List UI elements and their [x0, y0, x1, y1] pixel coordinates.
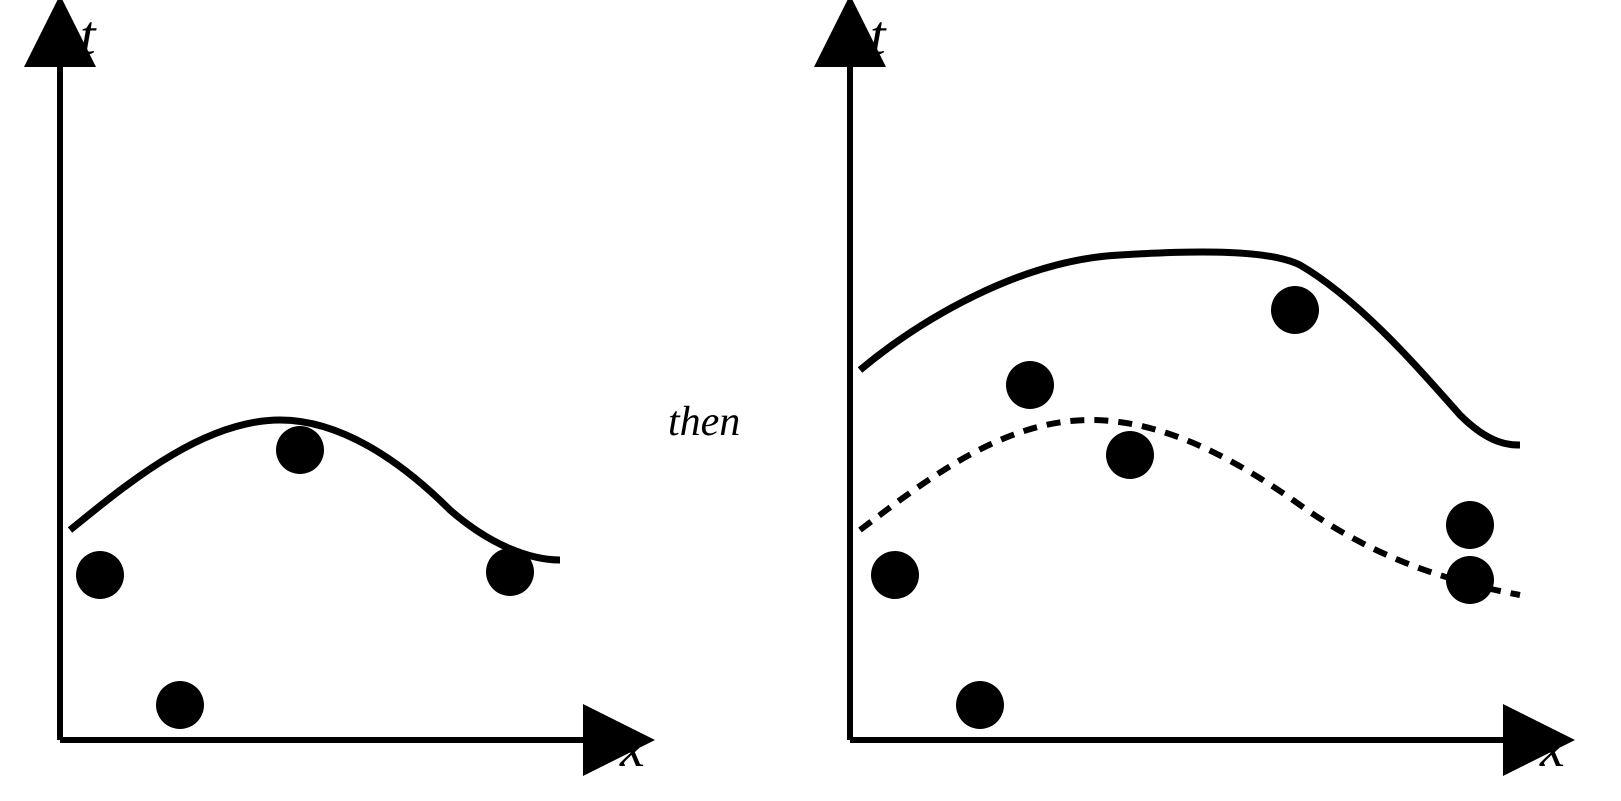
left-y-axis-label: t	[80, 4, 96, 68]
left-chart	[0, 0, 1621, 801]
right-point	[1446, 556, 1494, 604]
left-x-axis-label: x	[620, 716, 645, 780]
left-point	[486, 548, 534, 596]
left-point	[76, 551, 124, 599]
right-y-axis-label: t	[870, 4, 886, 68]
right-point	[871, 551, 919, 599]
right-point	[1446, 501, 1494, 549]
right-point	[1106, 431, 1154, 479]
right-point	[1271, 286, 1319, 334]
left-point	[156, 681, 204, 729]
right-point	[1006, 361, 1054, 409]
right-x-axis-label: x	[1540, 716, 1565, 780]
diagram-container: t x then t x	[0, 0, 1621, 801]
right-point	[956, 681, 1004, 729]
left-point	[276, 426, 324, 474]
right-curve-solid	[860, 252, 1520, 445]
between-label: then	[668, 398, 740, 446]
right-curve-dashed	[860, 420, 1520, 595]
